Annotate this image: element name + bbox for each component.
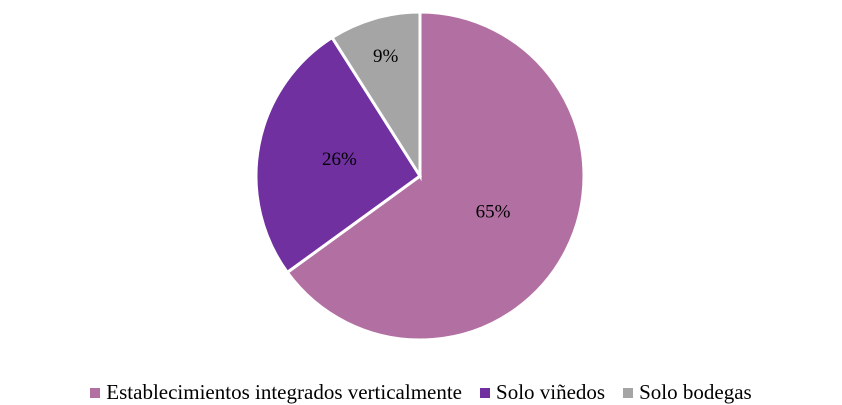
data-label: 26%: [322, 149, 357, 170]
pie-slice: [330, 10, 422, 182]
legend-item: Establecimientos integrados verticalment…: [90, 380, 462, 405]
legend-swatch: [480, 387, 491, 398]
legend-label: Solo bodegas: [639, 380, 752, 404]
legend-label: Establecimientos integrados verticalment…: [106, 380, 463, 404]
pie-slice: [285, 10, 586, 342]
legend-item: Solo bodegas: [623, 380, 752, 405]
legend: Establecimientos integrados verticalment…: [0, 380, 842, 405]
data-label: 65%: [476, 202, 511, 223]
legend-item: Solo viñedos: [480, 380, 605, 405]
legend-label: Solo viñedos: [496, 380, 606, 404]
legend-swatch: [623, 387, 634, 398]
legend-swatch: [90, 387, 101, 398]
chart: 65% 26% 9%: [254, 10, 586, 342]
pie-slice: [254, 35, 423, 275]
data-label: 9%: [373, 46, 399, 67]
